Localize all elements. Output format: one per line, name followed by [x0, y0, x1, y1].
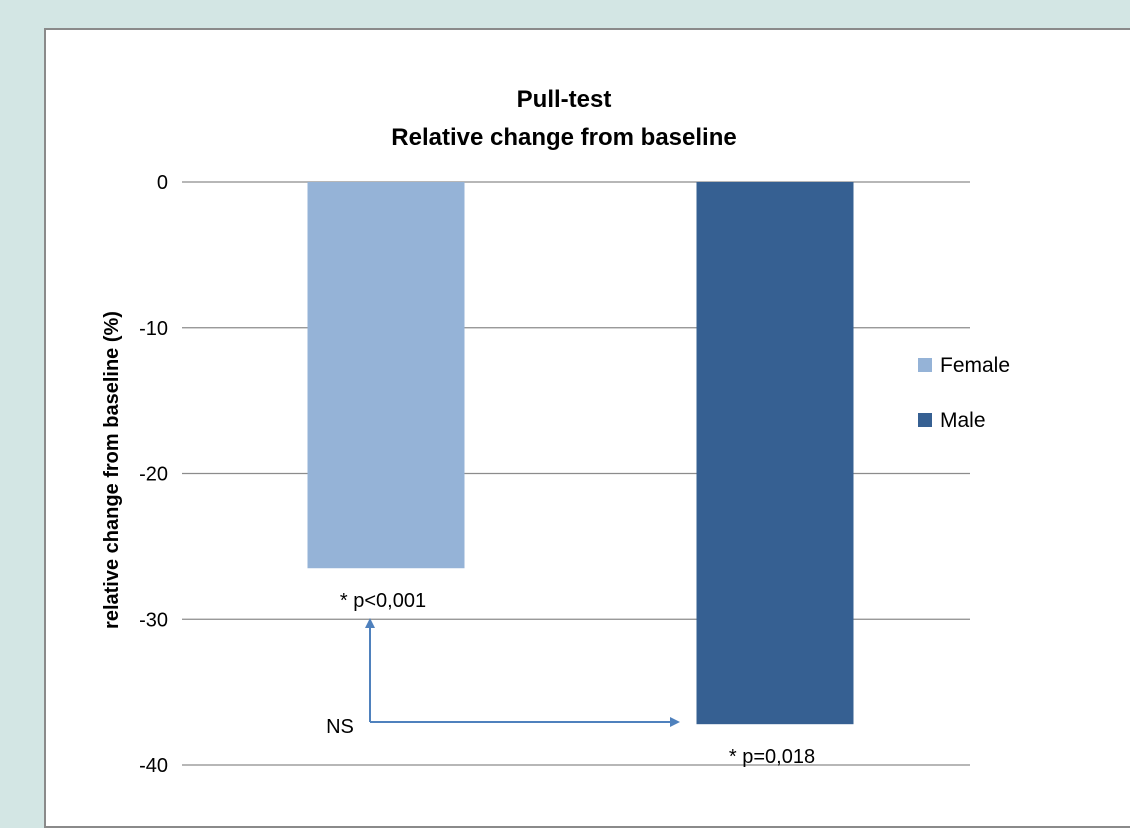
legend-label-female: Female	[940, 354, 1010, 377]
chart-title: Pull-test	[517, 86, 612, 113]
legend-swatch-male	[918, 413, 932, 427]
y-tick-label: 0	[157, 172, 168, 194]
bar-female	[307, 182, 465, 569]
y-axis-title: relative change from baseline (%)	[101, 311, 123, 629]
bar-male	[696, 182, 854, 725]
y-tick-label: -30	[139, 609, 168, 631]
bar-label-male: * p=0,018	[729, 746, 815, 768]
y-tick-label: -20	[139, 464, 168, 486]
legend-label-male: Male	[940, 409, 986, 432]
y-tick-label: -40	[139, 755, 168, 777]
legend-swatch-female	[918, 358, 932, 372]
ns-label: NS	[326, 716, 354, 738]
annotations: NS	[326, 618, 680, 738]
y-tick-label: -10	[139, 318, 168, 340]
legend: Female Male	[918, 354, 1010, 432]
chart-frame	[44, 28, 1130, 828]
bar-chart: Pull-test Relative change from baseline …	[101, 86, 1010, 777]
bar-label-female: * p<0,001	[340, 590, 426, 612]
bars: * p<0,001 * p=0,018	[307, 182, 854, 768]
chart-subtitle: Relative change from baseline	[391, 124, 736, 151]
